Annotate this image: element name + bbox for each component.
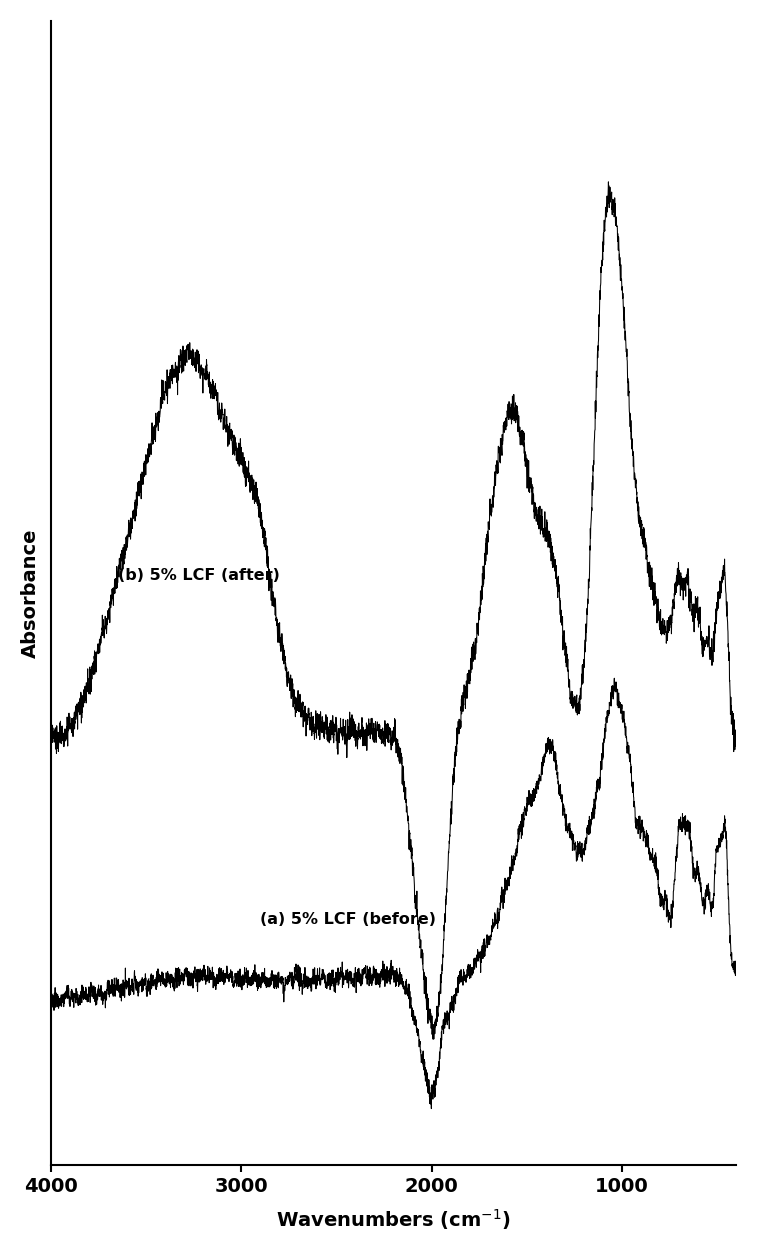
Text: (a) 5% LCF (before): (a) 5% LCF (before) [260, 912, 436, 927]
Text: (b) 5% LCF (after): (b) 5% LCF (after) [117, 569, 279, 584]
Y-axis label: Absorbance: Absorbance [21, 529, 40, 658]
X-axis label: Wavenumbers (cm$^{-1}$): Wavenumbers (cm$^{-1}$) [276, 1208, 511, 1232]
